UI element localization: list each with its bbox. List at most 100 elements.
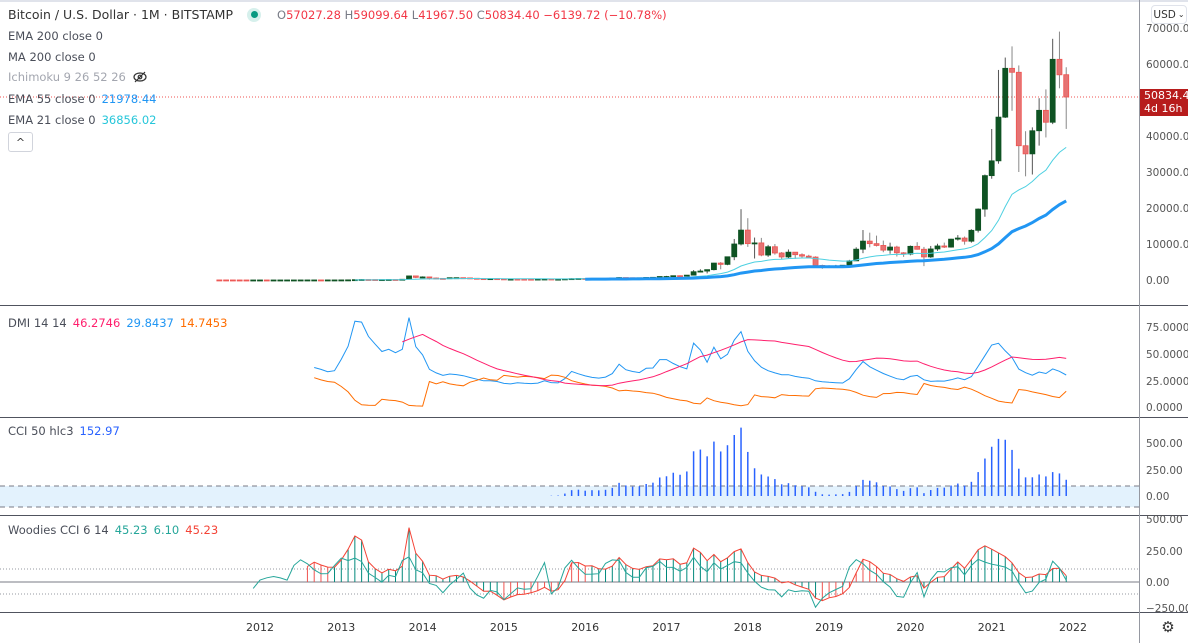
candle-body (331, 279, 338, 282)
candle (290, 279, 297, 282)
candle-body (243, 279, 250, 282)
cci-tick: 0.00 (1146, 491, 1169, 503)
candle (1036, 98, 1043, 146)
candle (304, 279, 311, 282)
candle-body (290, 279, 297, 282)
collapse-legend-button[interactable]: ^ (8, 132, 33, 152)
cci-axis[interactable]: 500.00 250.00 0.00 (1146, 438, 1183, 503)
eye-crossed-icon[interactable] (132, 70, 148, 84)
symbol-title[interactable]: Bitcoin / U.S. Dollar · 1M · BITSTAMP (8, 7, 233, 22)
legend-cci[interactable]: CCI 50 hlc3 152.97 (8, 424, 120, 438)
candle-body (677, 275, 683, 278)
candle-body (683, 274, 690, 277)
time-tick: 2019 (815, 621, 843, 634)
price-tick: 30000.00 (1146, 167, 1188, 179)
ema21-line (354, 146, 1067, 281)
low-value: 41967.50 (418, 7, 474, 22)
legend-dmi[interactable]: DMI 14 14 46.2746 29.8437 14.7453 (8, 316, 227, 330)
candle (690, 270, 697, 276)
symbol-legend[interactable]: Bitcoin / U.S. Dollar · 1M · BITSTAMP O 5… (8, 7, 667, 22)
legend-ema55[interactable]: EMA 55 close 0 21978.44 (8, 92, 156, 106)
legend-woodies[interactable]: Woodies CCI 6 14 45.23 6.10 45.23 (8, 523, 218, 537)
candle (297, 279, 304, 282)
last-price-value: 50834.40 (1144, 89, 1188, 102)
candle-body (229, 279, 236, 282)
candle-body (1022, 145, 1029, 155)
legend-ma200[interactable]: MA 200 close 0 (8, 50, 96, 64)
candle (988, 128, 995, 179)
dmi-label: DMI 14 14 (8, 316, 67, 330)
candle (758, 237, 765, 257)
candle-body (717, 262, 724, 265)
candle (412, 275, 419, 279)
candle-body (731, 243, 738, 258)
price-pane (216, 31, 1070, 282)
price-axis[interactable]: 70000.00 60000.00 40000.00 30000.00 2000… (1146, 23, 1188, 287)
legend-ema200[interactable]: EMA 200 close 0 (8, 29, 103, 43)
candle (345, 279, 351, 282)
candle-body (507, 278, 514, 281)
candle-body (297, 279, 304, 282)
candle-body (1015, 71, 1022, 147)
candle (711, 262, 717, 271)
candle-body (772, 246, 778, 254)
last-price-label: 50834.40 4d 16h (1140, 89, 1188, 116)
candle-body (765, 246, 772, 256)
candle (921, 246, 927, 267)
candle-body (528, 278, 534, 281)
candle-body (419, 276, 426, 279)
candle-body (704, 269, 711, 272)
candle-body (860, 240, 866, 250)
candle (934, 243, 941, 251)
candle-body (284, 279, 291, 282)
candle-body (975, 208, 982, 231)
chevron-down-icon: ⌄ (1177, 10, 1185, 19)
woodies-tick: 0.00 (1146, 577, 1169, 589)
legend-ema21[interactable]: EMA 21 close 0 36856.02 (8, 113, 156, 127)
price-tick: 60000.00 (1146, 59, 1188, 71)
woodies-value-3: 45.23 (185, 523, 219, 537)
woodies-label: Woodies CCI 6 14 (8, 523, 109, 537)
candle-body (914, 245, 921, 250)
candle (670, 275, 677, 278)
candle-body (216, 279, 223, 282)
currency-select[interactable]: USD ⌄ (1151, 5, 1187, 24)
candle-body (792, 251, 799, 256)
woodies-pane (252, 527, 1067, 609)
woodies-cci14-line (307, 527, 1067, 602)
gear-icon[interactable]: ⚙ (1161, 618, 1175, 636)
candle (1043, 89, 1049, 138)
dmi-axis[interactable]: 75.0000 50.0000 25.0000 0.0000 (1146, 322, 1188, 414)
currency-label: USD (1153, 8, 1176, 21)
candle (738, 209, 744, 246)
candle-body (277, 279, 284, 282)
candle-body (954, 237, 961, 240)
candle (778, 252, 785, 260)
time-tick: 2020 (896, 621, 924, 634)
candle (927, 245, 934, 258)
candle (1063, 67, 1070, 129)
candle (860, 230, 866, 254)
candle (1056, 31, 1063, 89)
dmi-plus-di-line (314, 317, 1067, 385)
candle (406, 275, 412, 280)
time-axis[interactable]: 2012 2013 2014 2015 2016 2017 2018 2019 2020 2021… (246, 621, 1087, 634)
woodies-axis[interactable]: 500.00 250.00 0.00 −250.00 (1146, 514, 1188, 615)
candle-body (324, 279, 331, 282)
candle-body (758, 242, 765, 256)
candle-body (514, 278, 521, 281)
candle (1029, 127, 1036, 175)
candle (318, 279, 324, 282)
legend-ichimoku[interactable]: Ichimoku 9 26 52 26 (8, 70, 148, 84)
candle-body (968, 229, 975, 242)
candle (229, 279, 236, 282)
ema200-label: EMA 200 close 0 (8, 29, 103, 43)
dmi-plus-di-value: 29.8437 (126, 316, 174, 330)
close-value: 50834.40 (484, 7, 540, 22)
candle-body (934, 245, 941, 250)
candle-body (426, 276, 433, 279)
open-label: O (277, 7, 287, 22)
dmi-tick: 50.0000 (1146, 349, 1188, 361)
woodies-value-1: 45.23 (114, 523, 148, 537)
